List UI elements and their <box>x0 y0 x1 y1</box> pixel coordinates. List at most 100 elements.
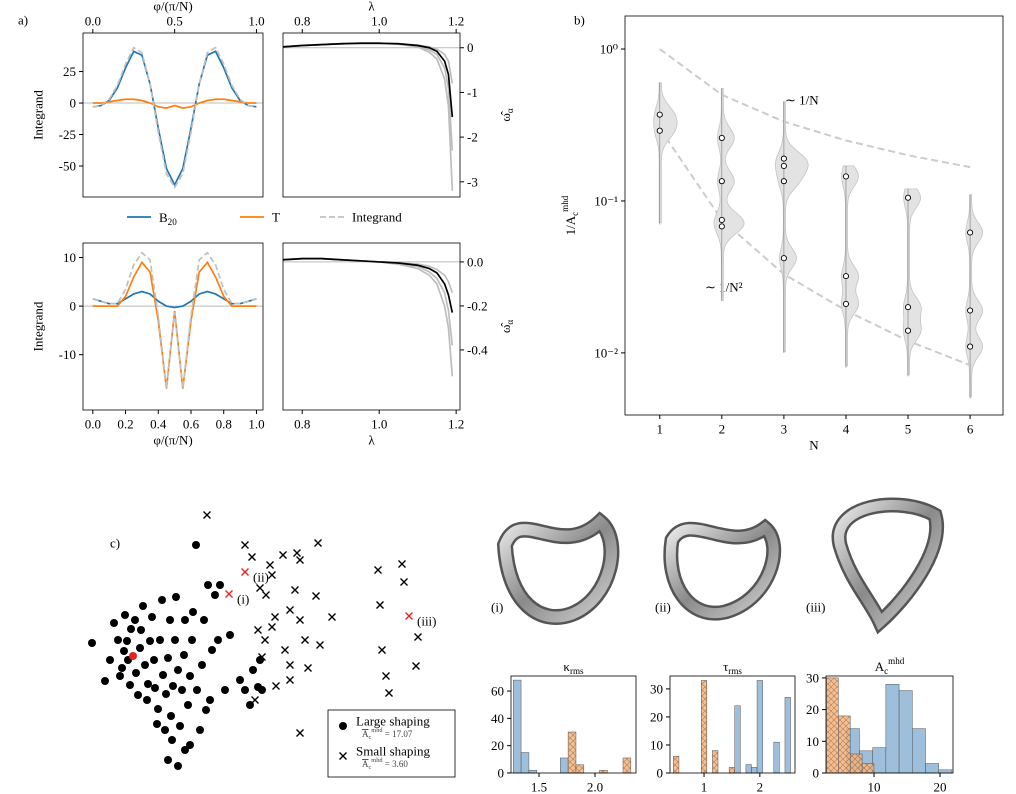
legend-marker <box>339 752 347 760</box>
scatter-point <box>181 746 189 754</box>
scatter-point <box>143 696 151 704</box>
y-tick-label: 0 <box>70 96 77 111</box>
violin-median <box>967 229 974 236</box>
y-tick-label: 0 <box>498 766 505 781</box>
y-tick-label: 30 <box>650 681 663 696</box>
y-tick-label: -0.4 <box>467 342 488 357</box>
scatter-point <box>121 611 129 619</box>
histogram-bar <box>599 770 608 774</box>
x-tick-label: 1 <box>657 422 664 437</box>
y-tick-label: 10 <box>650 737 663 752</box>
x-tick-label: 0.5 <box>167 14 183 29</box>
violin-median <box>656 127 663 134</box>
violin <box>841 165 860 367</box>
scatter-point <box>202 706 210 714</box>
label-sub: rms <box>570 666 584 676</box>
y-axis-label: 1/Acmhd <box>560 195 580 235</box>
y-axis-label: ω̂α <box>498 108 516 122</box>
plot-frame <box>82 242 264 411</box>
scatter-point <box>314 539 322 547</box>
scatter-point <box>266 561 274 569</box>
violin-median <box>780 162 787 169</box>
scatter-point <box>241 541 249 549</box>
scatter-point <box>134 691 142 699</box>
histogram-bar <box>861 763 875 774</box>
scatter-point <box>139 602 147 610</box>
histogram-bar <box>673 755 680 774</box>
label-sub: c <box>369 734 372 741</box>
violin <box>775 101 809 353</box>
histogram-bar <box>885 683 900 774</box>
scatter-point <box>249 666 257 674</box>
scatter-point <box>216 581 224 589</box>
y-tick-label: 0 <box>657 766 664 781</box>
scatter-point <box>120 647 128 655</box>
line-series <box>282 257 454 313</box>
scatter-point <box>88 639 96 647</box>
highlight-point <box>129 652 137 660</box>
scatter-point <box>203 511 211 519</box>
highlight-label: (iii) <box>417 614 437 629</box>
scatter-point <box>166 616 174 624</box>
line-series <box>282 257 454 346</box>
violin-median <box>904 194 912 201</box>
scatter-point <box>206 696 214 704</box>
plot-frame <box>669 675 796 774</box>
render-label: (ii) <box>655 600 671 615</box>
label-base: ω̂ <box>498 322 513 334</box>
y-tick-label: -10 <box>59 347 76 362</box>
x-axis-label: λ <box>368 0 375 14</box>
legend-marker <box>339 722 347 730</box>
line-series <box>282 42 454 151</box>
x-tick-label: 2.0 <box>587 780 603 794</box>
violin <box>903 188 922 376</box>
label-base: ω̂ <box>498 110 513 122</box>
legend-label: T <box>272 210 280 225</box>
scatter-point <box>161 726 169 734</box>
y-tick-label: -0.2 <box>467 298 488 313</box>
histogram-bar <box>701 680 708 774</box>
scatter-point <box>168 736 176 744</box>
y-axis-label: Integrand <box>31 90 46 140</box>
y-tick-label: 20 <box>491 738 504 753</box>
plot-frame <box>510 675 637 774</box>
x-tick-label: 1.2 <box>448 417 464 432</box>
violin <box>965 194 984 398</box>
x-tick-label: 1.5 <box>531 780 547 794</box>
scatter-point <box>296 556 304 564</box>
scatter-point <box>258 653 266 661</box>
scatter-point <box>151 684 159 692</box>
scatter-point <box>271 613 279 621</box>
x-tick-label: 0.2 <box>117 417 133 432</box>
label-sub: c <box>884 666 888 676</box>
scatter-point <box>296 616 304 624</box>
y-tick-label: -2 <box>467 130 478 145</box>
line-series <box>92 98 257 109</box>
scatter-point <box>398 560 406 568</box>
y-tick-label: 20 <box>650 709 663 724</box>
scatter-point <box>154 705 162 713</box>
scatter-point <box>198 661 206 669</box>
scatter-point <box>116 672 124 680</box>
violin-median <box>718 223 725 230</box>
label-base: A <box>362 759 369 769</box>
render-label: (i) <box>491 600 503 615</box>
scatter-point <box>214 636 222 644</box>
scatter-point <box>286 606 294 614</box>
x-axis-label: φ/(π/N) <box>153 0 192 14</box>
scatter-point <box>241 686 249 694</box>
scatter-point <box>312 592 320 600</box>
label-text: = 3.60 <box>383 759 409 769</box>
y-tick-label: 10⁰ <box>600 42 618 57</box>
scatter-point <box>110 619 118 627</box>
scatter-point <box>106 656 114 664</box>
y-tick-label: 0 <box>467 40 474 55</box>
scatter-point <box>268 571 276 579</box>
highlight-point <box>241 568 249 576</box>
histogram-bar <box>925 763 939 774</box>
scatter-point <box>261 636 269 644</box>
scatter-point <box>176 722 184 730</box>
scatter-point <box>126 681 134 689</box>
